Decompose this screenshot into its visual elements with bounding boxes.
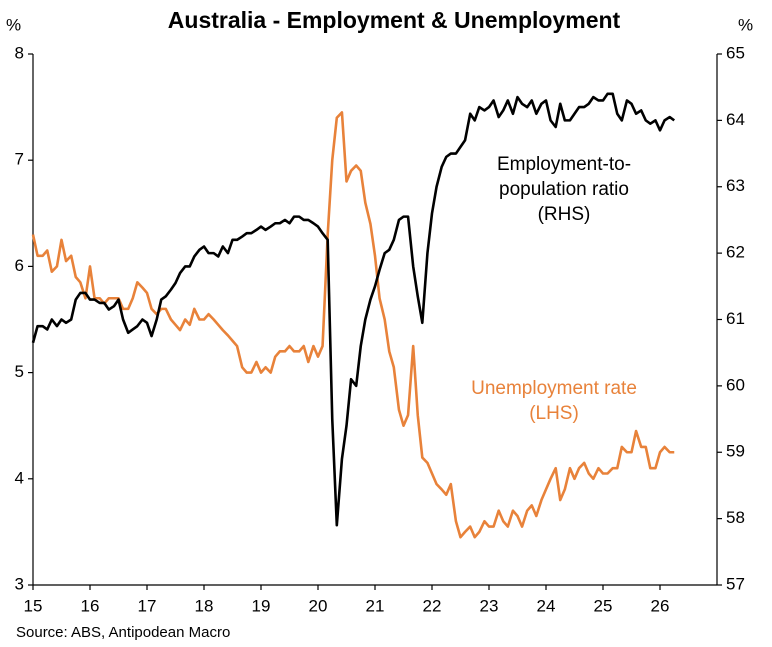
y2-tick-label: 60 xyxy=(726,375,745,394)
x-tick-label: 25 xyxy=(594,596,613,615)
y2-tick-label: 62 xyxy=(726,243,745,262)
x-tick-label: 23 xyxy=(480,596,499,615)
annotation-line: (LHS) xyxy=(529,403,579,424)
x-tick-label: 21 xyxy=(366,596,385,615)
annotation-line: (RHS) xyxy=(538,204,591,225)
line xyxy=(31,111,675,539)
x-tick-label: 17 xyxy=(138,596,157,615)
y2-tick-label: 59 xyxy=(726,442,745,461)
x-tick-label: 15 xyxy=(24,596,43,615)
x-tick-label: 24 xyxy=(537,596,556,615)
line xyxy=(31,92,676,527)
chart-title: Australia - Employment & Unemployment xyxy=(168,7,621,33)
x-tick-label: 19 xyxy=(252,596,271,615)
y2-tick-label: 63 xyxy=(726,176,745,195)
y2-tick-label: 61 xyxy=(726,309,745,328)
annotation: Employment-to- population ratio (RHS) xyxy=(497,154,631,225)
y2-tick-label: 64 xyxy=(726,110,745,129)
y2-tick-label: 65 xyxy=(726,43,745,62)
y-tick-label: 3 xyxy=(15,574,24,593)
annotation-line: Employment-to- xyxy=(497,154,631,175)
x-tick-label: 16 xyxy=(81,596,100,615)
y-tick-label: 5 xyxy=(15,362,24,381)
x-tick-label: 20 xyxy=(309,596,328,615)
y-tick-label: 6 xyxy=(15,256,24,275)
y2-unit: % xyxy=(738,15,753,34)
annotation-line: population ratio xyxy=(499,179,629,200)
x-tick-label: 26 xyxy=(651,596,670,615)
y-tick-label: 7 xyxy=(15,150,24,169)
y-tick-label: 4 xyxy=(15,468,24,487)
annotation-line: Unemployment rate xyxy=(471,378,637,399)
annotation: Unemployment rate (LHS) xyxy=(471,378,637,424)
x-tick-label: 18 xyxy=(195,596,214,615)
y2-tick-label: 58 xyxy=(726,508,745,527)
source: Source: ABS, Antipodean Macro xyxy=(16,624,230,641)
y-tick-label: 8 xyxy=(15,43,24,62)
x-tick-label: 22 xyxy=(423,596,442,615)
y2-tick-label: 57 xyxy=(726,574,745,593)
y-unit: % xyxy=(6,15,21,34)
